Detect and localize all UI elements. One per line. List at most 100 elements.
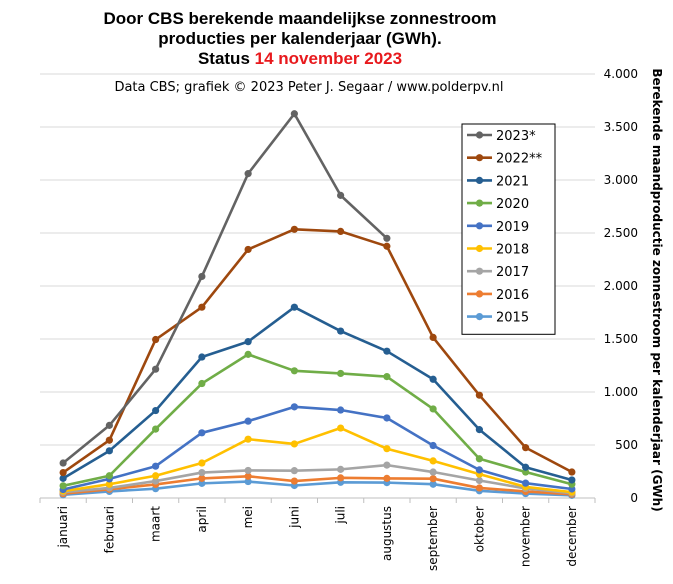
data-point	[475, 484, 483, 492]
data-point	[198, 479, 206, 487]
data-point	[337, 191, 345, 199]
data-point	[475, 466, 483, 474]
chart-status-line: Status 14 november 2023	[0, 49, 600, 69]
y-tick-label: 0	[630, 491, 638, 505]
legend-swatch-marker	[475, 313, 484, 321]
x-tick-label: juni	[287, 506, 301, 529]
series-line-2018	[62, 426, 573, 494]
legend-swatch-marker	[475, 290, 484, 298]
legend-entry: 2015	[496, 311, 529, 326]
data-point	[152, 425, 160, 433]
data-point	[522, 479, 530, 487]
y-tick-label: 4.000	[604, 67, 638, 81]
legend-entry: 2019	[496, 220, 529, 235]
legend-swatch-marker	[475, 176, 484, 184]
data-point	[244, 435, 252, 443]
data-point	[152, 365, 160, 373]
series-line-2019	[62, 405, 573, 491]
data-point	[290, 467, 298, 475]
legend-entry: 2018	[496, 243, 529, 258]
data-point	[290, 110, 298, 118]
data-point	[429, 457, 437, 465]
data-point	[244, 338, 252, 346]
data-point	[522, 463, 530, 471]
y-tick-label: 1.500	[604, 332, 638, 346]
x-tick-label: maart	[149, 506, 163, 542]
legend-entry: 2016	[496, 288, 529, 303]
data-point	[522, 444, 530, 452]
data-point	[105, 436, 113, 444]
x-tick-label: augustus	[380, 506, 394, 561]
x-tick-label: januari	[56, 506, 70, 549]
x-tick-label: oktober	[472, 506, 486, 552]
data-point	[152, 406, 160, 415]
x-tick-label: februari	[102, 506, 116, 553]
y-tick-label: 3.500	[604, 120, 638, 134]
data-point	[290, 303, 298, 311]
data-point	[337, 369, 345, 378]
data-point	[244, 472, 252, 480]
data-point	[59, 459, 67, 467]
data-point	[383, 461, 391, 469]
data-point	[152, 335, 160, 344]
legend-entry: 2023*	[496, 129, 536, 144]
data-point	[198, 303, 206, 311]
data-point	[198, 474, 206, 482]
data-point	[429, 468, 437, 476]
data-point	[383, 242, 391, 250]
x-tick-label: september	[426, 506, 440, 571]
data-point	[337, 406, 345, 414]
legend-entry: 2017	[496, 265, 529, 280]
data-point	[429, 333, 437, 342]
legend-swatch-marker	[475, 267, 484, 275]
series-line-2020	[62, 353, 573, 488]
legend-swatch-marker	[475, 131, 484, 139]
data-point	[290, 225, 298, 233]
legend-entry: 2020	[496, 197, 529, 212]
x-tick-label: december	[565, 506, 579, 567]
data-point	[59, 482, 67, 490]
y-tick-label: 3.000	[604, 173, 638, 187]
y-tick-label: 500	[615, 438, 638, 452]
data-point	[244, 466, 252, 475]
data-point	[429, 405, 437, 413]
data-point	[383, 234, 391, 242]
x-tick-label: november	[519, 506, 533, 567]
y-tick-label: 1.000	[604, 385, 638, 399]
chart-title-line-2: producties per kalenderjaar (GWh).	[158, 29, 442, 48]
data-point	[337, 327, 345, 335]
data-point	[383, 414, 391, 422]
legend-entry: 2022**	[496, 152, 543, 167]
data-point	[290, 367, 298, 375]
legend: 2023* 2022** 2021 2020 2019 2018 2017 2016 2015	[461, 123, 556, 335]
data-point	[383, 474, 391, 482]
chart-subtitle: Data CBS; grafiek © 2023 Peter J. Segaar…	[114, 80, 504, 95]
data-point	[105, 421, 113, 429]
data-point	[244, 477, 252, 486]
data-point	[429, 441, 437, 450]
data-point	[337, 474, 345, 482]
data-point	[475, 426, 483, 434]
legend-swatch-marker	[475, 154, 484, 162]
data-point	[290, 440, 298, 448]
data-point	[290, 403, 298, 411]
data-point	[383, 445, 391, 453]
y-axis-label: Berekende maandproductie zonnestroom per…	[650, 68, 664, 511]
series-line-2023	[62, 112, 388, 465]
data-point	[429, 375, 437, 383]
data-point	[198, 429, 206, 437]
data-point	[105, 447, 113, 455]
data-point	[475, 476, 483, 485]
data-point	[244, 350, 252, 358]
data-point	[198, 468, 206, 477]
x-tick-label: mei	[241, 506, 255, 528]
series-line-2016	[63, 474, 572, 496]
data-point	[152, 472, 160, 480]
data-point	[429, 480, 437, 488]
legend-swatch-marker	[475, 199, 484, 207]
legend-swatch-marker	[475, 222, 484, 230]
series-line-2021	[62, 305, 573, 482]
series-line-2022	[62, 227, 573, 474]
legend-swatch-marker	[475, 244, 484, 253]
